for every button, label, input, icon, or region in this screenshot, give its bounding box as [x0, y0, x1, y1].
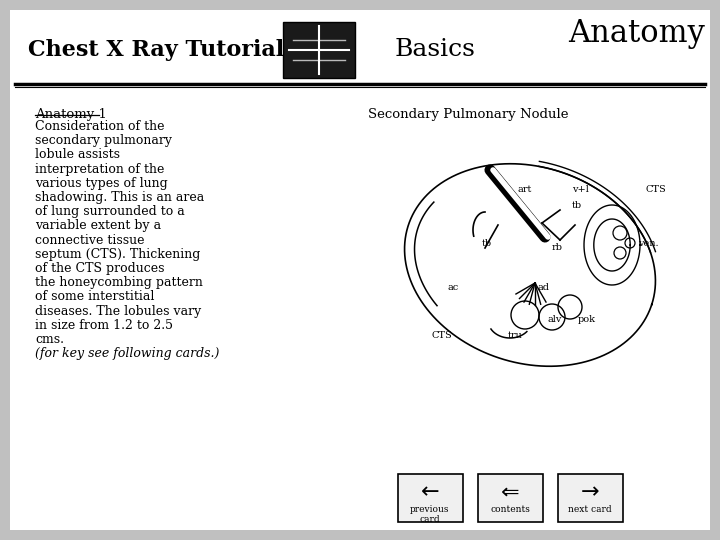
- Text: ⇐: ⇐: [500, 482, 519, 502]
- Text: v+l: v+l: [572, 186, 589, 194]
- Text: contents: contents: [490, 505, 530, 515]
- Text: →: →: [581, 482, 599, 502]
- Text: ad: ad: [538, 282, 550, 292]
- Bar: [558, 474, 623, 522]
- Text: connective tissue: connective tissue: [35, 234, 145, 247]
- Text: rb: rb: [552, 242, 563, 252]
- Text: (for key see following cards.): (for key see following cards.): [35, 347, 220, 360]
- Text: alv: alv: [548, 315, 562, 325]
- Text: Secondary Pulmonary Nodule: Secondary Pulmonary Nodule: [368, 108, 569, 121]
- Text: septum (CTS). Thickening: septum (CTS). Thickening: [35, 248, 200, 261]
- Text: next card: next card: [568, 505, 612, 515]
- Text: art: art: [518, 186, 532, 194]
- Text: in size from 1.2 to 2.5: in size from 1.2 to 2.5: [35, 319, 173, 332]
- Text: previous: previous: [410, 505, 450, 515]
- Text: the honeycombing pattern: the honeycombing pattern: [35, 276, 203, 289]
- Text: of some interstitial: of some interstitial: [35, 291, 154, 303]
- Text: CTS: CTS: [432, 330, 453, 340]
- Text: secondary pulmonary: secondary pulmonary: [35, 134, 172, 147]
- Text: tb: tb: [482, 239, 492, 247]
- Bar: [478, 474, 543, 522]
- Text: interpretation of the: interpretation of the: [35, 163, 164, 176]
- Text: of lung surrounded to a: of lung surrounded to a: [35, 205, 185, 218]
- Text: ac: ac: [448, 282, 459, 292]
- Text: lobule assists: lobule assists: [35, 148, 120, 161]
- Bar: [283, 22, 355, 78]
- Text: various types of lung: various types of lung: [35, 177, 168, 190]
- Text: Chest X Ray Tutorial: Chest X Ray Tutorial: [28, 39, 284, 61]
- Text: ←: ←: [420, 482, 439, 502]
- Text: pok: pok: [578, 315, 596, 325]
- Text: variable extent by a: variable extent by a: [35, 219, 161, 232]
- Text: diseases. The lobules vary: diseases. The lobules vary: [35, 305, 202, 318]
- Text: ven.: ven.: [638, 239, 659, 247]
- Text: Basics: Basics: [395, 38, 476, 62]
- Text: CTS: CTS: [645, 186, 666, 194]
- Text: card: card: [420, 515, 441, 523]
- Text: Consideration of the: Consideration of the: [35, 120, 164, 133]
- Text: Anatomy: Anatomy: [568, 18, 705, 49]
- Text: tru: tru: [508, 330, 523, 340]
- Bar: [398, 474, 463, 522]
- Text: tb: tb: [572, 200, 582, 210]
- Text: cms.: cms.: [35, 333, 64, 346]
- Text: of the CTS produces: of the CTS produces: [35, 262, 164, 275]
- Text: Anatomy 1: Anatomy 1: [35, 108, 107, 121]
- Text: shadowing. This is an area: shadowing. This is an area: [35, 191, 204, 204]
